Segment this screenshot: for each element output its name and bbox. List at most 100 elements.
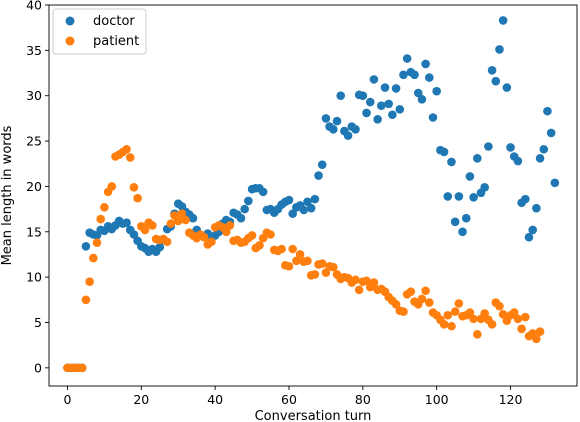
y-tick-label: 25: [26, 134, 42, 149]
patient-point: [469, 314, 478, 324]
legend: doctor patient: [52, 8, 147, 55]
patient-point: [77, 363, 87, 373]
patient-point: [495, 301, 504, 311]
patient-point: [425, 298, 434, 307]
patient-point: [473, 329, 482, 339]
doctor-point: [480, 183, 489, 192]
doctor-point: [491, 76, 501, 86]
patient-point: [369, 278, 379, 287]
doctor-point: [550, 178, 560, 188]
doctor-point: [506, 143, 515, 152]
doctor-point: [498, 16, 508, 25]
doctor-point: [421, 59, 430, 69]
y-axis-label: Mean length in words: [0, 125, 15, 265]
y-tick-label: 10: [26, 270, 42, 285]
patient-point: [421, 286, 430, 296]
y-tick-label: 0: [34, 360, 42, 375]
x-tick-label: 80: [355, 392, 371, 407]
doctor-point: [461, 213, 471, 223]
patient-point: [303, 256, 312, 266]
patient-point: [362, 276, 371, 286]
doctor-point: [284, 195, 294, 205]
patient-point: [532, 334, 541, 344]
patient-point: [100, 202, 109, 212]
patient-point: [199, 232, 209, 242]
doctor-point: [365, 97, 375, 107]
patient-point: [509, 308, 519, 317]
doctor-point: [377, 101, 386, 110]
x-tick-label: 0: [63, 392, 71, 407]
doctor-point: [399, 70, 408, 80]
doctor-point: [129, 230, 139, 239]
patient-point: [85, 277, 94, 286]
patient-point: [317, 259, 327, 268]
doctor-point: [314, 171, 323, 180]
doctor-point: [473, 154, 482, 163]
doctor-point: [362, 108, 371, 118]
patient-point: [417, 294, 427, 304]
patient-point: [399, 307, 408, 316]
doctor-point: [402, 54, 412, 63]
doctor-point: [543, 106, 552, 116]
doctor-point: [306, 203, 316, 213]
patient-point: [321, 268, 331, 277]
doctor-point: [495, 45, 504, 54]
doctor-point: [410, 70, 419, 80]
doctor-point: [417, 95, 427, 104]
patient-point: [487, 320, 497, 329]
doctor-point: [380, 83, 390, 92]
patient-point: [148, 221, 157, 230]
doctor-point: [546, 128, 556, 138]
legend-box: [52, 8, 147, 55]
patient-point: [266, 230, 275, 239]
doctor-point: [321, 114, 331, 123]
patient-point: [513, 314, 523, 324]
patient-point: [521, 312, 530, 322]
patient-point: [310, 270, 320, 279]
patient-point: [162, 237, 172, 247]
y-axis-ticks: 0 5 10 15 20 25 30 35 40: [26, 0, 49, 375]
doctor-point: [358, 91, 368, 101]
patient-point: [92, 238, 102, 247]
patient-point: [351, 275, 360, 285]
patient-point: [284, 261, 294, 271]
patient-point: [480, 309, 489, 318]
doctor-point: [535, 154, 545, 163]
doctor-point: [539, 144, 549, 154]
y-tick-label: 40: [26, 0, 42, 13]
patient-point: [465, 308, 475, 317]
patient-point: [81, 295, 91, 305]
doctor-point: [521, 194, 530, 204]
doctor-point: [258, 187, 268, 197]
doctor-point: [425, 73, 434, 82]
patient-point: [125, 153, 135, 162]
legend-marker-patient: [65, 36, 75, 46]
doctor-point: [447, 157, 456, 167]
doctor-point: [384, 99, 393, 109]
doctor-point: [317, 160, 327, 169]
x-tick-label: 60: [281, 392, 297, 407]
y-tick-label: 35: [26, 43, 42, 58]
x-tick-label: 100: [425, 392, 449, 407]
patient-point: [292, 256, 301, 266]
doctor-point: [469, 193, 478, 202]
patient-point: [295, 250, 305, 259]
doctor-point: [336, 91, 345, 101]
patient-point: [96, 214, 105, 224]
doctor-point: [188, 213, 198, 223]
patient-point: [140, 225, 150, 235]
doctor-point: [299, 205, 309, 215]
patient-point: [443, 310, 453, 320]
doctor-point: [155, 242, 165, 252]
doctor-point: [310, 194, 320, 204]
doctor-point: [236, 213, 246, 223]
doctor-point: [487, 66, 497, 75]
patient-point: [277, 244, 286, 254]
patient-point: [133, 193, 142, 203]
doctor-point: [413, 88, 423, 98]
patient-point: [439, 320, 449, 329]
plot-area-frame: [48, 4, 578, 387]
doctor-point: [439, 147, 449, 157]
x-tick-label: 20: [133, 392, 149, 407]
